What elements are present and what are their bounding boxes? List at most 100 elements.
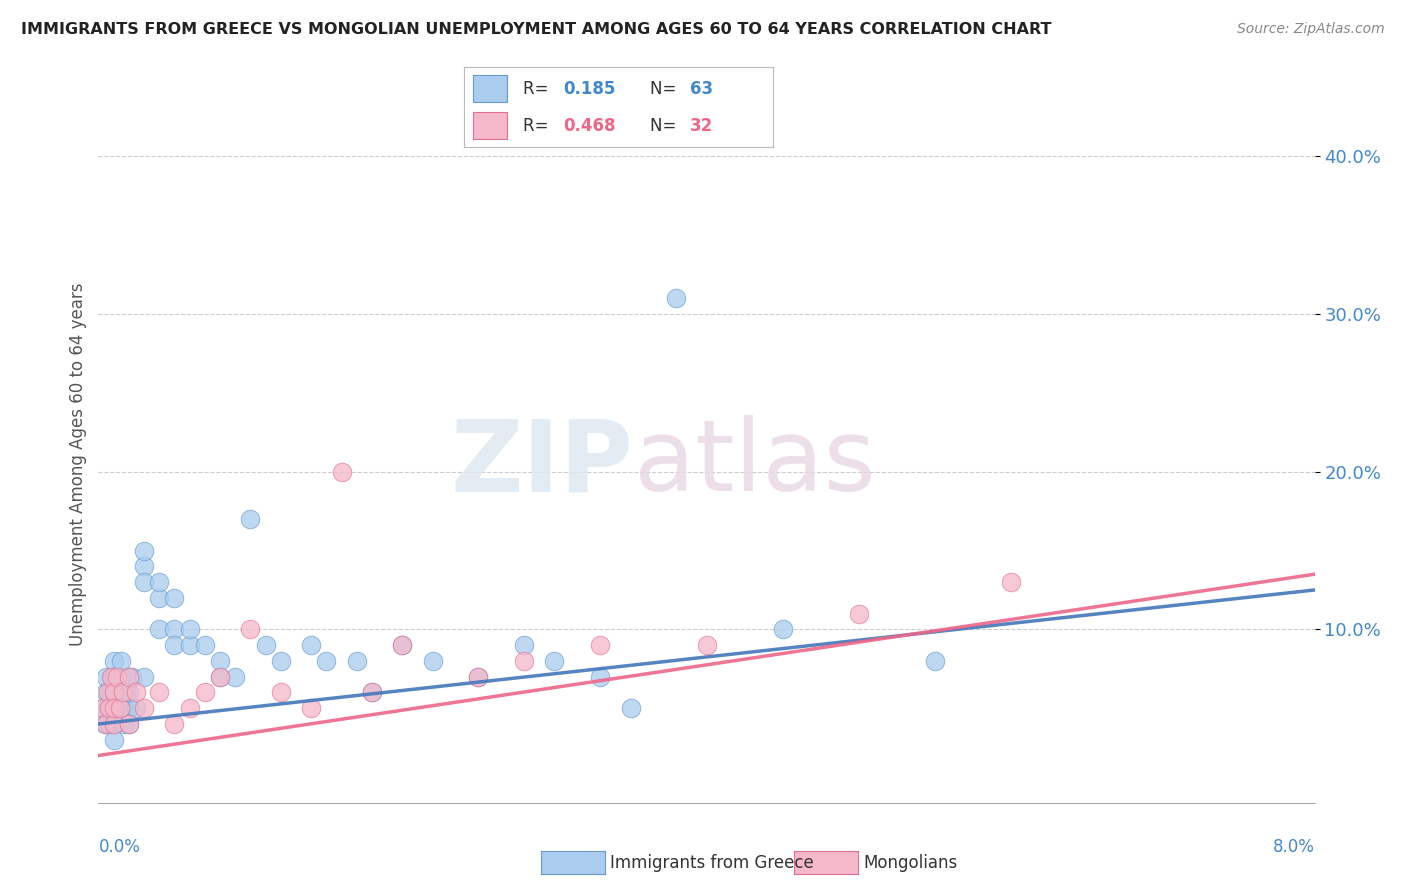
Text: 8.0%: 8.0% <box>1272 838 1315 856</box>
Text: atlas: atlas <box>634 416 875 512</box>
Point <box>346 654 368 668</box>
Point <box>330 465 353 479</box>
Y-axis label: Unemployment Among Ages 60 to 64 years: Unemployment Among Ages 60 to 64 years <box>69 282 87 646</box>
Point <box>543 654 565 668</box>
Point <box>513 638 536 652</box>
Point <box>148 623 170 637</box>
Point <box>98 701 121 715</box>
Point <box>239 623 262 637</box>
Point <box>118 670 141 684</box>
Point <box>589 638 612 652</box>
Point <box>91 701 114 715</box>
Point <box>299 638 322 652</box>
Point <box>101 670 124 684</box>
Text: 63: 63 <box>690 79 713 97</box>
Point <box>118 701 141 715</box>
Point <box>103 654 125 668</box>
Point <box>315 654 337 668</box>
Point <box>163 623 186 637</box>
Point <box>98 717 121 731</box>
Point <box>94 717 117 731</box>
Point <box>93 717 115 731</box>
Point <box>132 670 155 684</box>
Point <box>194 685 217 699</box>
Point <box>118 717 141 731</box>
Point <box>107 701 129 715</box>
Point <box>209 670 232 684</box>
Point <box>91 701 114 715</box>
Text: R=: R= <box>523 117 554 135</box>
Point <box>132 701 155 715</box>
Text: N=: N= <box>650 117 681 135</box>
Point <box>108 670 131 684</box>
Point <box>103 701 125 715</box>
Point <box>209 670 232 684</box>
Point <box>105 685 128 699</box>
Point <box>100 701 122 715</box>
Text: 32: 32 <box>690 117 713 135</box>
Point <box>422 654 444 668</box>
Text: Immigrants from Greece: Immigrants from Greece <box>610 854 814 871</box>
Point <box>179 701 201 715</box>
Point <box>148 685 170 699</box>
Point <box>103 670 125 684</box>
Point <box>111 701 134 715</box>
Point <box>100 685 122 699</box>
Point <box>132 543 155 558</box>
Point <box>254 638 277 652</box>
Point <box>163 591 186 605</box>
Point <box>132 559 155 574</box>
Point <box>94 670 117 684</box>
Point <box>299 701 322 715</box>
Bar <box>474 75 508 103</box>
Bar <box>474 112 508 139</box>
Text: 0.468: 0.468 <box>562 117 616 135</box>
Point <box>224 670 246 684</box>
Point <box>108 701 131 715</box>
Point <box>110 654 132 668</box>
Point <box>361 685 384 699</box>
Text: ZIP: ZIP <box>451 416 634 512</box>
Point <box>125 685 148 699</box>
Point <box>114 685 136 699</box>
Point <box>619 701 641 715</box>
Text: Mongolians: Mongolians <box>863 854 957 871</box>
Point <box>148 591 170 605</box>
Point <box>924 654 946 668</box>
Point <box>103 685 125 699</box>
Point <box>163 717 186 731</box>
Text: N=: N= <box>650 79 681 97</box>
Point <box>467 670 489 684</box>
Point <box>391 638 413 652</box>
Point <box>103 717 125 731</box>
Point <box>118 685 141 699</box>
Point <box>239 512 262 526</box>
Text: 0.0%: 0.0% <box>98 838 141 856</box>
Point <box>125 701 148 715</box>
Point <box>696 638 718 652</box>
Text: Source: ZipAtlas.com: Source: ZipAtlas.com <box>1237 22 1385 37</box>
Point <box>103 685 125 699</box>
Point <box>665 291 688 305</box>
Point <box>391 638 413 652</box>
Point <box>112 717 135 731</box>
Point <box>111 685 134 699</box>
Point <box>96 685 118 699</box>
Point <box>513 654 536 668</box>
Text: IMMIGRANTS FROM GREECE VS MONGOLIAN UNEMPLOYMENT AMONG AGES 60 TO 64 YEARS CORRE: IMMIGRANTS FROM GREECE VS MONGOLIAN UNEM… <box>21 22 1052 37</box>
Point <box>148 575 170 590</box>
Point <box>132 575 155 590</box>
Point <box>105 670 128 684</box>
Point <box>467 670 489 684</box>
Point <box>589 670 612 684</box>
Point <box>103 701 125 715</box>
Point <box>121 670 143 684</box>
Point <box>209 654 232 668</box>
Point <box>772 623 794 637</box>
Point <box>361 685 384 699</box>
Point <box>1000 575 1022 590</box>
Point <box>118 670 141 684</box>
Point <box>118 717 141 731</box>
Point <box>96 701 118 715</box>
Text: 0.185: 0.185 <box>562 79 616 97</box>
